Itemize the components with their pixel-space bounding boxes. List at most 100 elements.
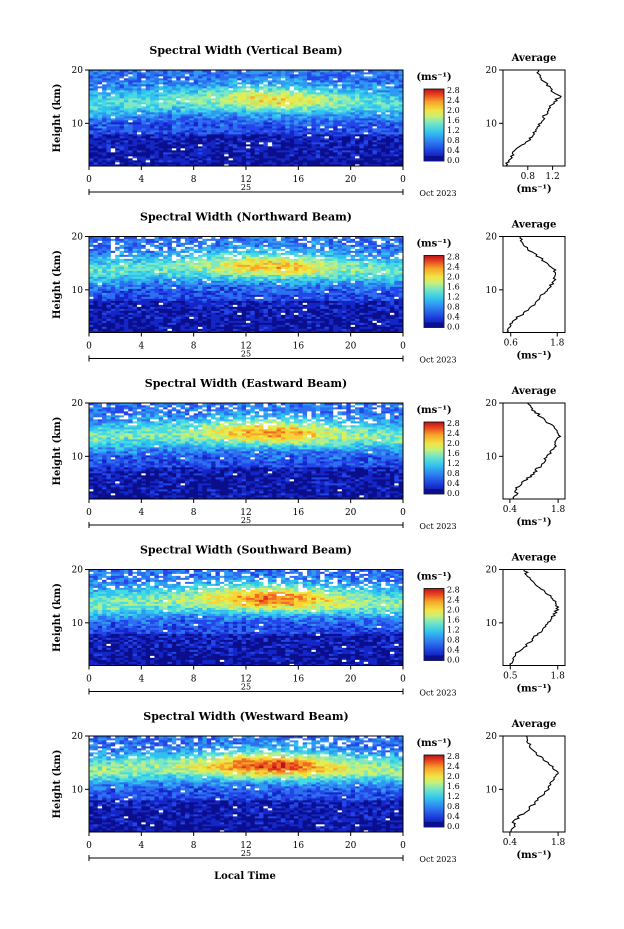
heatmap-cell [211, 328, 216, 331]
heatmap-cell [381, 330, 386, 333]
heatmap-cell [372, 330, 378, 333]
heatmap-cell [320, 122, 325, 125]
heatmap-cell [302, 120, 308, 123]
heatmap-cell [115, 322, 120, 325]
heatmap-cell [145, 296, 151, 299]
heatmap-cell [163, 80, 168, 83]
heatmap-cell [359, 302, 365, 305]
heatmap-cell [163, 106, 168, 109]
heatmap-cell [176, 72, 181, 75]
heatmap-cell [315, 86, 321, 89]
heatmap-cell [241, 118, 247, 121]
heatmap-cell [189, 76, 195, 79]
heatmap-cell [202, 304, 208, 307]
heatmap-cell [145, 132, 151, 135]
heatmap-cell [163, 100, 168, 103]
heatmap-cell [315, 292, 321, 295]
heatmap-cell [320, 134, 325, 137]
heatmap-cell [376, 132, 382, 135]
heatmap-cell [285, 290, 290, 293]
heatmap-cell [341, 300, 347, 303]
heatmap-cell [302, 296, 308, 299]
heatmap-cell [346, 74, 352, 77]
heatmap-cell [176, 322, 181, 325]
heatmap-cell [289, 320, 295, 323]
heatmap-cell [228, 94, 234, 97]
heatmap-cell [285, 108, 290, 111]
heatmap-cell [198, 80, 203, 83]
heatmap-cell [136, 104, 142, 107]
heatmap-cell [202, 124, 208, 127]
heatmap-cell [228, 114, 234, 117]
heatmap-cell [132, 322, 138, 325]
heatmap-cell [389, 314, 395, 317]
heatmap-cell [228, 322, 234, 325]
heatmap-cell [211, 304, 216, 307]
heatmap-cell [128, 296, 133, 299]
heatmap-cell [158, 304, 164, 307]
heatmap-cell [246, 162, 251, 165]
heatmap-cell [89, 138, 94, 141]
heatmap-cell [372, 72, 378, 75]
heatmap-cell [176, 78, 181, 81]
heatmap-cell [272, 86, 277, 89]
heatmap-cell [259, 292, 264, 295]
heatmap-cell [141, 96, 147, 99]
heatmap-cell [259, 72, 264, 75]
heatmap-cell [193, 324, 199, 327]
heatmap-cell [337, 128, 343, 131]
heatmap-cell [237, 134, 242, 137]
heatmap-cell [272, 310, 277, 313]
heatmap-cell [311, 326, 317, 329]
heatmap-cell [97, 292, 103, 295]
heatmap-cell [298, 108, 304, 111]
heatmap-cell [119, 100, 125, 103]
heatmap-cell [150, 296, 155, 299]
heatmap-cell [337, 108, 343, 111]
heatmap-cell [250, 114, 256, 117]
heatmap-cell [198, 298, 203, 301]
heatmap-cell [285, 292, 290, 295]
heatmap-cell [355, 102, 360, 105]
heatmap-cell [250, 318, 256, 321]
heatmap-cell [280, 114, 286, 117]
heatmap-cell [328, 148, 334, 151]
heatmap-cell [189, 154, 195, 157]
heatmap-cell [381, 72, 386, 75]
heatmap-cell [394, 104, 399, 107]
heatmap-cell [241, 326, 247, 329]
heatmap-cell [232, 96, 238, 99]
heatmap-cell [224, 330, 229, 333]
heatmap-cell [250, 94, 256, 97]
heatmap-cell [93, 98, 99, 101]
heatmap-cell [115, 154, 120, 157]
heatmap-cell [215, 128, 221, 131]
heatmap-cell [311, 156, 317, 159]
heatmap-cell [154, 302, 160, 305]
heatmap-cell [350, 70, 356, 73]
heatmap-cell [89, 326, 94, 329]
heatmap-cell [136, 326, 142, 329]
heatmap-cell [180, 156, 186, 159]
heatmap-cell [237, 128, 242, 131]
heatmap-cell [276, 326, 282, 329]
heatmap-cell [106, 96, 112, 99]
heatmap-cell [372, 92, 378, 95]
heatmap-cell [272, 102, 277, 105]
heatmap-cell [119, 144, 125, 147]
heatmap-cell [193, 70, 199, 73]
heatmap-cell [136, 80, 142, 83]
heatmap-cell [176, 290, 181, 293]
heatmap-cell [254, 154, 260, 157]
heatmap-cell [328, 150, 334, 153]
heatmap-cell [350, 74, 356, 77]
heatmap-cell [97, 86, 103, 89]
heatmap-cell [97, 296, 103, 299]
heatmap-cell [328, 328, 334, 331]
heatmap-cell [241, 308, 247, 311]
heatmap-cell [193, 146, 199, 149]
heatmap-cell [145, 318, 151, 321]
heatmap-cell [219, 318, 225, 321]
heatmap-cell [259, 138, 264, 141]
heatmap-cell [250, 300, 256, 303]
